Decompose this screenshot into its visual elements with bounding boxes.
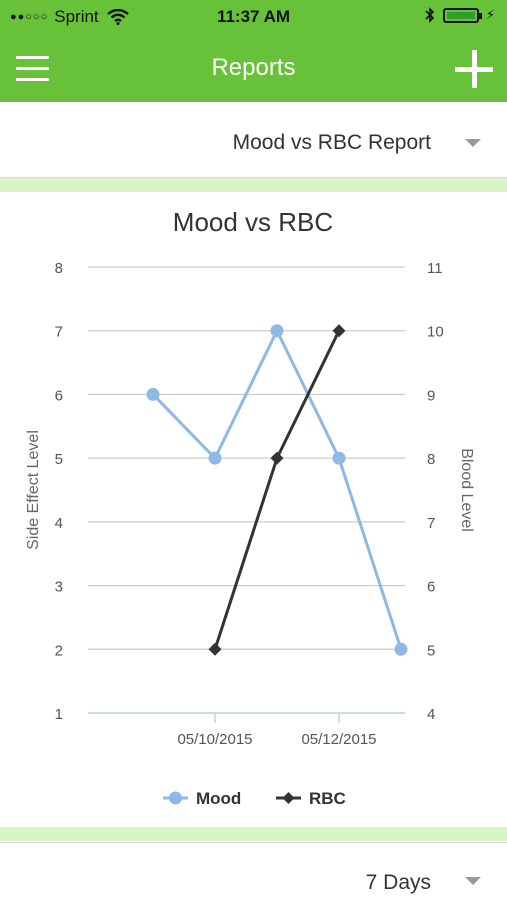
chevron-down-icon [465, 139, 481, 147]
period-select[interactable]: 7 Days [0, 842, 507, 917]
y2-tick-label: 9 [427, 387, 435, 404]
y-tick-label: 1 [55, 706, 63, 723]
period-select-value: 7 Days [365, 871, 431, 894]
y-tick-label: 3 [55, 579, 63, 596]
bluetooth-icon [425, 7, 434, 23]
y2-tick-label: 4 [427, 706, 435, 723]
data-point-mood [146, 387, 160, 401]
legend-label: Mood [196, 789, 241, 808]
signal-icon: ●●○○○ [10, 11, 49, 23]
report-select-value: Mood vs RBC Report [232, 131, 431, 154]
y-tick-label: 8 [55, 260, 63, 277]
y2-tick-label: 11 [427, 260, 443, 277]
legend-marker [282, 792, 295, 804]
data-point-rbc [332, 324, 346, 338]
y-tick-label: 7 [55, 324, 63, 341]
mood-vs-rbc-chart: Mood vs RBC 1 2 3 4 5 6 7 8 4 5 6 7 8 9 10 11 05/10/2015 0… [25, 207, 475, 808]
carrier-info: ●●○○○ Sprint [10, 7, 129, 27]
page-title: Reports [211, 54, 296, 81]
y2-tick-label: 5 [427, 642, 435, 659]
y2-tick-label: 7 [427, 515, 435, 532]
y-tick-label: 2 [55, 642, 63, 659]
battery-icon [442, 7, 482, 23]
data-point-mood [270, 324, 284, 338]
y-axis-label: Side Effect Level [25, 430, 42, 550]
y-tick-label: 5 [55, 451, 63, 468]
data-point-mood [332, 451, 346, 465]
y2-tick-label: 6 [427, 579, 435, 596]
y2-axis-label: Blood Level [458, 448, 475, 532]
legend-label: RBC [309, 789, 346, 808]
series-line-mood [151, 327, 403, 650]
data-point-rbc [208, 642, 222, 656]
x-tick-label: 05/12/2015 [301, 731, 376, 748]
menu-icon[interactable] [16, 56, 49, 82]
data-point-mood [208, 451, 222, 465]
nav-bar: Reports [0, 34, 507, 102]
y-tick-label: 4 [55, 515, 63, 532]
chevron-down-icon [465, 877, 481, 885]
charging-icon: ⚡ [485, 7, 495, 22]
add-icon[interactable] [455, 50, 493, 88]
y-tick-label: 6 [55, 387, 63, 404]
data-point-mood [394, 642, 408, 656]
data-point-rbc [270, 451, 284, 465]
section-divider [0, 827, 507, 841]
status-bar: ●●○○○ Sprint 11:37 AM ⚡ [0, 0, 507, 34]
section-divider [0, 178, 507, 192]
carrier-name: Sprint [54, 7, 99, 26]
chart-title: Mood vs RBC [173, 207, 333, 237]
wifi-icon [106, 9, 129, 25]
status-time: 11:37 AM [216, 7, 291, 26]
y2-tick-label: 10 [427, 324, 444, 341]
y2-tick-label: 8 [427, 451, 435, 468]
x-tick-label: 05/10/2015 [177, 731, 252, 748]
series-line-rbc [213, 330, 341, 650]
status-right: ⚡ [425, 7, 495, 23]
legend-marker [169, 791, 182, 805]
report-select[interactable]: Mood vs RBC Report [0, 103, 507, 178]
